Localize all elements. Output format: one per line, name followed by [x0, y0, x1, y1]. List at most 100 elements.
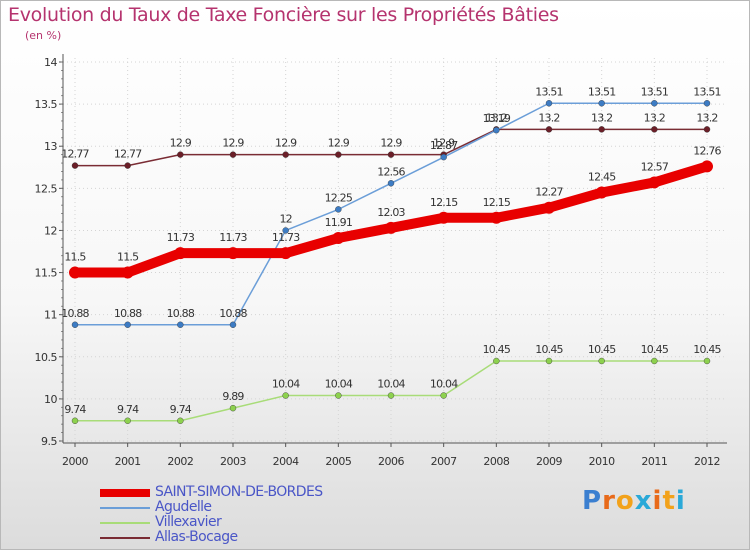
- x-tick-label: 2008: [483, 455, 509, 468]
- chart-title: Evolution du Taux de Taxe Foncière sur l…: [8, 4, 559, 26]
- data-label: 10.04: [377, 378, 405, 391]
- data-label: 13.2: [538, 111, 559, 124]
- data-point: [437, 211, 450, 224]
- data-point: [545, 126, 553, 133]
- data-point: [335, 206, 342, 213]
- data-point: [651, 100, 658, 107]
- data-label: 9.74: [170, 403, 192, 416]
- data-label: 10.88: [219, 307, 247, 320]
- data-label: 10.45: [483, 343, 511, 356]
- data-point: [598, 357, 605, 365]
- data-label: 10.04: [325, 378, 353, 391]
- y-tick-label: 13: [44, 140, 57, 153]
- y-tick-label: 10.5: [35, 351, 58, 364]
- data-point: [69, 266, 81, 279]
- data-label: 12.9: [170, 137, 192, 150]
- legend-swatch: [100, 489, 150, 497]
- data-point: [490, 211, 503, 224]
- x-tick-label: 2001: [115, 455, 141, 468]
- data-point: [440, 153, 447, 161]
- logo-letter: r: [602, 486, 616, 516]
- data-point: [493, 127, 500, 134]
- data-point: [227, 247, 239, 260]
- legend-swatch: [100, 537, 150, 539]
- data-point: [282, 227, 289, 234]
- logo-letter: i: [675, 486, 686, 516]
- data-point: [545, 100, 553, 107]
- y-tick-label: 12.5: [35, 182, 58, 195]
- data-point: [703, 126, 711, 133]
- legend-swatch: [100, 507, 150, 509]
- data-point: [121, 266, 134, 279]
- data-point: [71, 417, 79, 424]
- data-label: 10.45: [588, 343, 616, 356]
- x-tick-label: 2004: [273, 455, 299, 468]
- data-point: [440, 392, 447, 399]
- data-label: 12.76: [693, 144, 721, 157]
- data-point: [229, 151, 237, 158]
- data-label: 11.73: [272, 231, 300, 244]
- data-point: [177, 151, 184, 158]
- data-point: [651, 357, 658, 365]
- legend-label: Agudelle: [155, 499, 212, 515]
- data-label: 10.45: [535, 343, 563, 356]
- logo-letter: i: [652, 486, 663, 516]
- data-point: [703, 357, 711, 365]
- legend-label: SAINT-SIMON-DE-BORDES: [155, 484, 323, 500]
- legend-label: Villexavier: [155, 514, 222, 530]
- data-point: [701, 160, 713, 173]
- data-point: [279, 247, 292, 260]
- data-point: [385, 221, 397, 234]
- y-tick-label: 10: [44, 393, 57, 406]
- data-point: [703, 100, 711, 107]
- data-point: [651, 126, 658, 133]
- data-point: [387, 151, 395, 158]
- x-tick-label: 2000: [62, 455, 88, 468]
- data-label: 13.2: [696, 111, 717, 124]
- y-tick-label: 11.5: [35, 267, 58, 280]
- legend-swatch: [100, 522, 150, 524]
- proxiti-logo: Proxiti: [582, 486, 686, 516]
- x-tick-label: 2009: [536, 455, 562, 468]
- data-label: 11.5: [117, 251, 139, 264]
- data-point: [229, 321, 237, 328]
- data-label: 11.73: [167, 231, 195, 244]
- data-label: 9.74: [117, 403, 139, 416]
- data-label: 12.27: [535, 186, 563, 199]
- data-point: [282, 151, 289, 158]
- y-tick-label: 9.5: [41, 435, 57, 448]
- x-tick-label: 2012: [694, 455, 720, 468]
- data-label: 9.89: [222, 390, 244, 403]
- data-label: 12.9: [380, 137, 402, 150]
- x-tick-label: 2003: [220, 455, 246, 468]
- data-label: 13.51: [641, 85, 669, 98]
- data-point: [332, 232, 345, 245]
- data-label: 13.51: [535, 85, 563, 98]
- data-point: [282, 392, 289, 399]
- data-point: [124, 417, 131, 424]
- y-tick-label: 13.5: [35, 98, 58, 111]
- data-label: 11.73: [219, 231, 247, 244]
- data-label: 10.04: [430, 378, 458, 391]
- data-point: [493, 357, 500, 365]
- data-label: 10.88: [61, 307, 89, 320]
- x-tick-label: 2006: [378, 455, 404, 468]
- data-label: 12.9: [275, 137, 297, 150]
- x-tick-label: 2002: [167, 455, 193, 468]
- data-point: [387, 180, 395, 187]
- data-label: 12.9: [222, 137, 244, 150]
- data-point: [595, 186, 608, 199]
- data-label: 13.2: [644, 111, 665, 124]
- data-point: [543, 201, 555, 214]
- data-point: [648, 176, 661, 189]
- data-label: 12.77: [114, 148, 142, 161]
- data-label: 10.45: [693, 343, 721, 356]
- logo-letter: P: [582, 486, 603, 516]
- data-label: 13.2: [486, 111, 507, 124]
- x-tick-label: 2007: [431, 455, 457, 468]
- logo-letter: t: [662, 486, 676, 516]
- data-label: 12.9: [328, 137, 350, 150]
- data-point: [598, 126, 605, 133]
- x-tick-label: 2011: [641, 455, 667, 468]
